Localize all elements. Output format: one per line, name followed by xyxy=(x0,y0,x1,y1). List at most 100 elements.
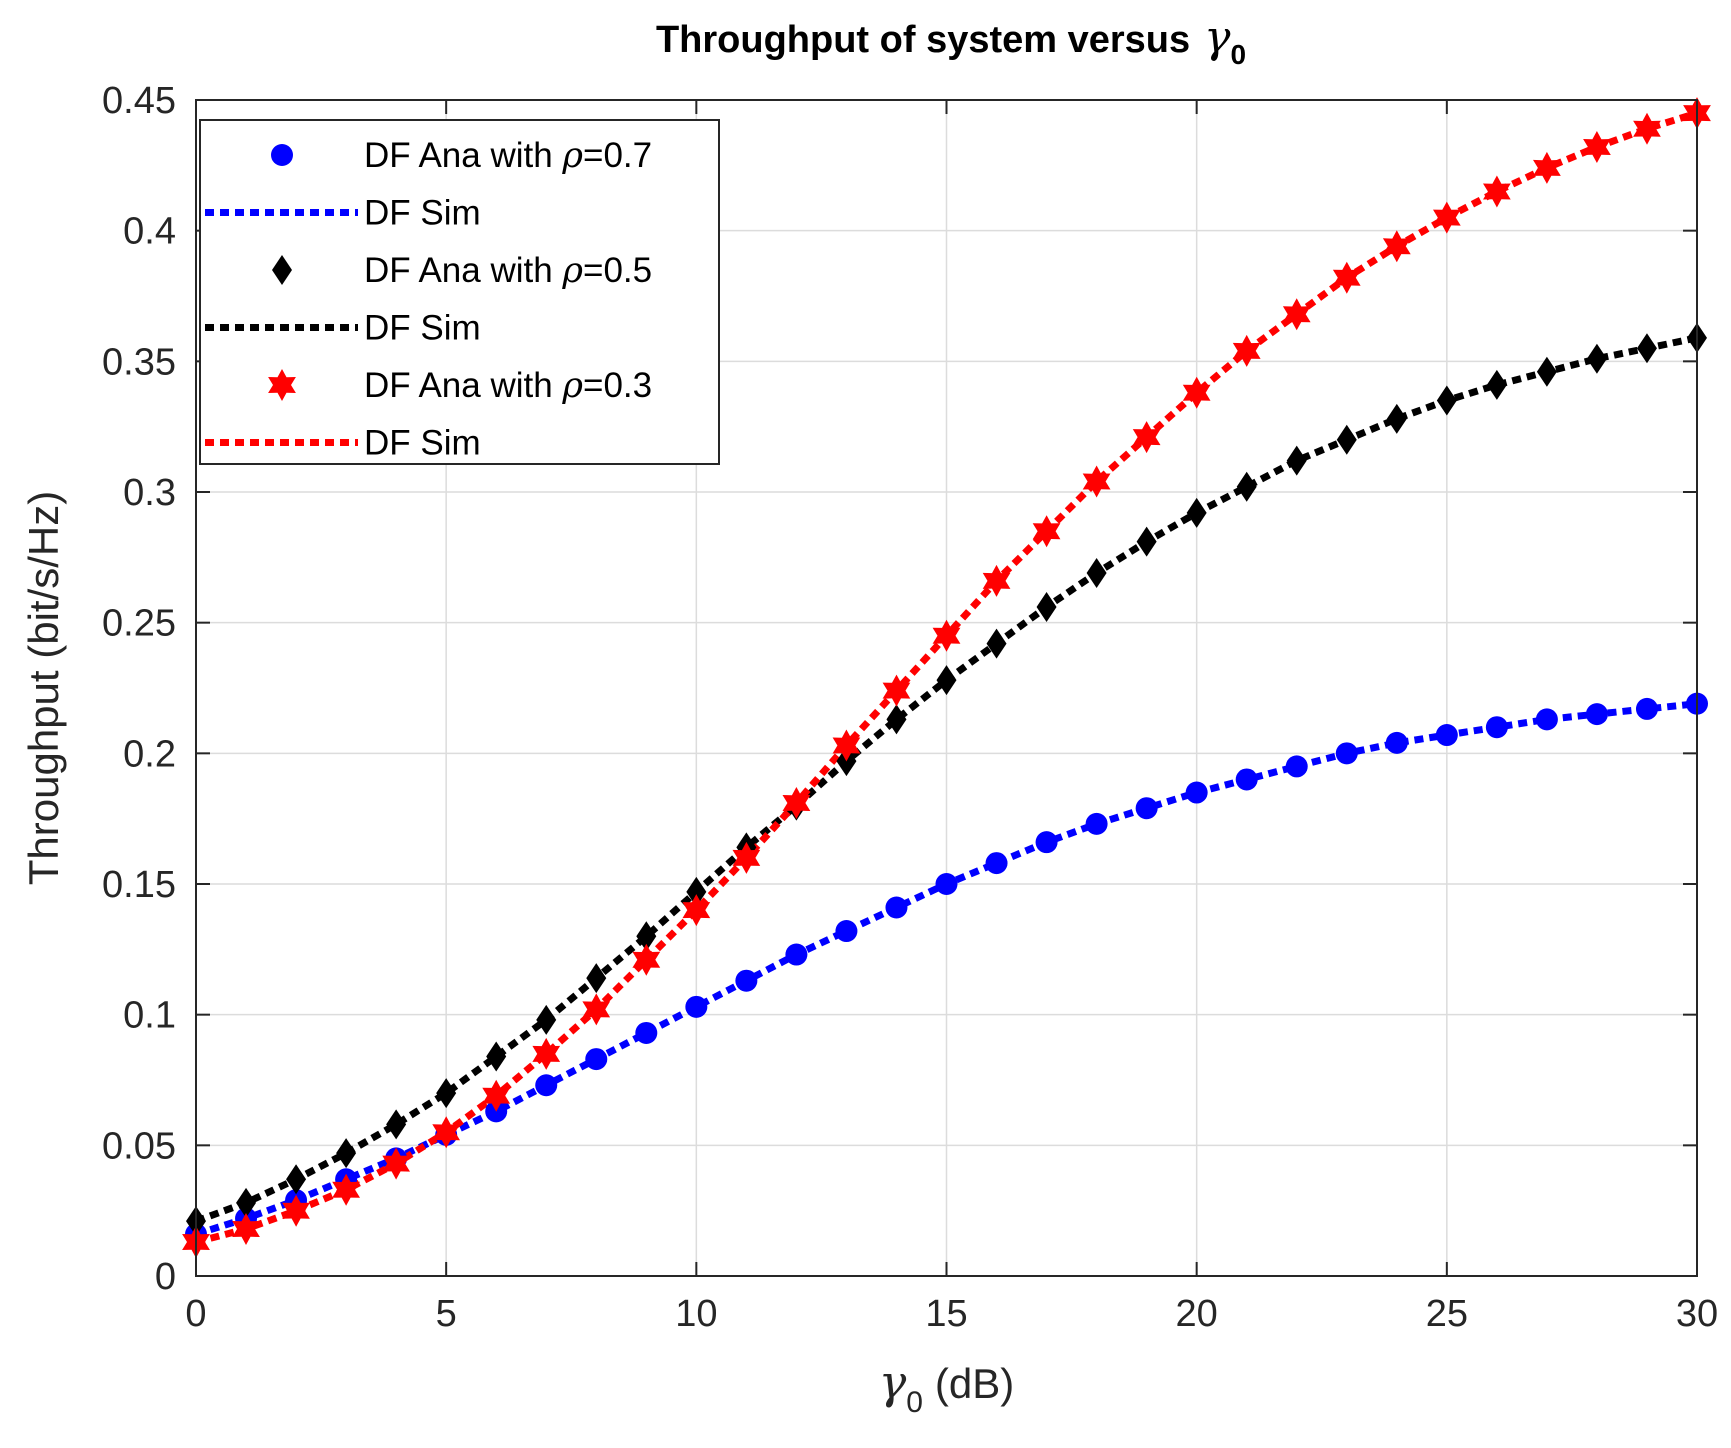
data-point-rho=0.5 xyxy=(1036,591,1057,622)
data-point-rho=0.3 xyxy=(1182,376,1211,409)
data-point-rho=0.5 xyxy=(686,876,707,907)
data-point-rho=0.7 xyxy=(1085,812,1108,835)
data-point-rho=0.3 xyxy=(682,894,711,927)
legend-item: DF Sim xyxy=(205,194,481,233)
y-tick-label: 0.2 xyxy=(123,733,176,775)
data-point-rho=0.3 xyxy=(782,787,811,819)
data-point-rho=0.5 xyxy=(1336,424,1357,455)
data-point-rho=0.3 xyxy=(932,619,961,652)
data-point-rho=0.5 xyxy=(1436,385,1457,416)
legend-label: DF Sim xyxy=(364,194,481,233)
data-point-rho=0.3 xyxy=(1132,421,1161,454)
data-point-rho=0.5 xyxy=(436,1078,457,1109)
y-tick-label: 0.45 xyxy=(102,80,176,122)
data-point-rho=0.3 xyxy=(1282,298,1311,331)
data-point-rho=0.3 xyxy=(1232,334,1261,367)
x-tick-label: 25 xyxy=(1426,1293,1468,1335)
y-tick-label: 0 xyxy=(155,1256,176,1298)
data-point-rho=0.7 xyxy=(1285,755,1308,778)
data-point-rho=0.7 xyxy=(1585,703,1608,726)
data-point-rho=0.5 xyxy=(1536,356,1557,387)
x-axis-gamma: γ xyxy=(879,1355,907,1409)
data-point-rho=0.5 xyxy=(886,704,907,735)
y-tick-label: 0.35 xyxy=(102,341,176,383)
legend-label-value: =0.3 xyxy=(583,366,652,405)
data-point-rho=0.7 xyxy=(835,920,858,943)
data-point-rho=0.7 xyxy=(1035,831,1058,854)
data-point-rho=0.7 xyxy=(885,896,908,919)
legend-marker xyxy=(271,144,293,166)
data-point-rho=0.7 xyxy=(1535,708,1558,731)
legend-marker xyxy=(272,255,292,285)
data-point-rho=0.3 xyxy=(632,943,661,976)
legend-label: DF Ana with ρ=0.5 xyxy=(364,251,652,291)
legend-label: DF Ana with ρ=0.3 xyxy=(364,366,652,406)
y-tick-label: 0.1 xyxy=(123,995,176,1037)
data-point-rho=0.5 xyxy=(1236,471,1257,502)
data-point-rho=0.5 xyxy=(586,963,607,994)
legend-label-prefix: DF Sim xyxy=(364,309,481,348)
legend-label-value: =0.5 xyxy=(583,251,652,290)
legend-item: DF Ana with ρ=0.7 xyxy=(271,136,652,176)
legend-item: DF Sim xyxy=(205,424,481,463)
chart-title-text: Throughput of system versus xyxy=(656,19,1190,61)
data-point-rho=0.5 xyxy=(986,628,1007,659)
data-point-rho=0.3 xyxy=(1382,230,1411,263)
legend-label-prefix: DF Ana with xyxy=(364,251,562,290)
x-axis-title: γ0 (dB) xyxy=(879,1355,1015,1419)
data-point-rho=0.5 xyxy=(286,1164,307,1195)
legend-label-value: =0.7 xyxy=(583,136,652,175)
data-point-rho=0.5 xyxy=(1636,333,1657,364)
legend-label: DF Sim xyxy=(364,424,481,463)
data-point-rho=0.5 xyxy=(536,1004,557,1035)
data-point-rho=0.7 xyxy=(735,969,758,992)
x-axis-unit: (dB) xyxy=(935,1360,1014,1407)
data-point-rho=0.7 xyxy=(1385,731,1408,754)
y-tick-label: 0.15 xyxy=(102,864,176,906)
data-point-rho=0.7 xyxy=(985,852,1008,875)
data-point-rho=0.3 xyxy=(982,564,1011,597)
data-point-rho=0.3 xyxy=(832,729,861,762)
x-tick-label: 0 xyxy=(185,1293,206,1335)
legend-label-rho: ρ xyxy=(561,251,583,291)
data-point-rho=0.5 xyxy=(336,1138,357,1169)
data-point-rho=0.5 xyxy=(636,921,657,952)
data-point-rho=0.7 xyxy=(1135,797,1158,820)
legend-label: DF Sim xyxy=(364,309,481,348)
x-tick-label: 20 xyxy=(1176,1293,1218,1335)
legend-label-prefix: DF Sim xyxy=(364,194,481,233)
data-point-rho=0.5 xyxy=(1286,445,1307,476)
data-point-rho=0.3 xyxy=(232,1213,260,1245)
data-point-rho=0.3 xyxy=(1032,515,1061,548)
legend-label-prefix: DF Ana with xyxy=(364,136,562,175)
data-point-rho=0.3 xyxy=(732,841,761,874)
chart-title-subscript: 0 xyxy=(1230,39,1246,70)
data-point-rho=0.5 xyxy=(1586,343,1607,374)
x-tick-label: 15 xyxy=(925,1293,967,1335)
data-point-rho=0.3 xyxy=(332,1173,360,1206)
data-point-rho=0.7 xyxy=(535,1074,558,1097)
data-point-rho=0.3 xyxy=(432,1116,460,1149)
chart-title-gamma: γ xyxy=(1204,12,1231,63)
data-point-rho=0.3 xyxy=(1483,175,1511,208)
data-point-rho=0.7 xyxy=(1435,724,1458,747)
data-point-rho=0.5 xyxy=(1136,526,1157,557)
data-point-rho=0.7 xyxy=(635,1021,658,1044)
legend-label-prefix: DF Ana with xyxy=(364,366,562,405)
data-point-rho=0.5 xyxy=(1486,369,1507,400)
data-point-rho=0.7 xyxy=(1485,716,1508,739)
x-tick-label: 30 xyxy=(1676,1293,1718,1335)
legend-marker xyxy=(268,369,296,401)
data-point-rho=0.7 xyxy=(685,995,708,1018)
legend-label: DF Ana with ρ=0.7 xyxy=(364,136,652,176)
x-axis-subscript: 0 xyxy=(906,1386,923,1419)
data-point-rho=0.7 xyxy=(1235,768,1258,791)
data-point-rho=0.3 xyxy=(282,1194,310,1227)
data-point-rho=0.7 xyxy=(935,873,958,895)
legend-box xyxy=(199,119,720,465)
y-tick-label: 0.25 xyxy=(102,603,176,645)
data-point-rho=0.3 xyxy=(1082,465,1111,498)
legend-item: DF Sim xyxy=(205,309,481,348)
x-tick-label: 10 xyxy=(675,1293,717,1335)
